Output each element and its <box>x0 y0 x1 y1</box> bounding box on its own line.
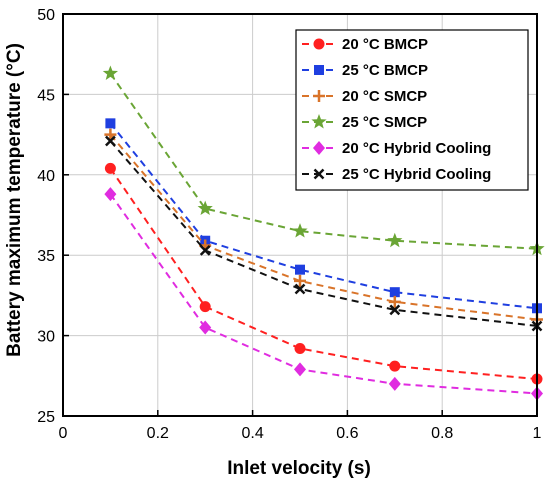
data-point-circle <box>389 360 401 372</box>
y-tick-label: 30 <box>37 329 55 346</box>
legend-marker-circle <box>313 38 325 50</box>
plot-frame <box>62 13 538 417</box>
series-5 <box>104 187 543 401</box>
legend-label: 25 °C Hybrid Cooling <box>342 166 491 183</box>
legend-item: 20 °C SMCP <box>302 88 427 105</box>
data-point-plus <box>294 274 306 287</box>
data-point-x <box>199 244 211 256</box>
series-1 <box>104 162 543 385</box>
data-point-diamond <box>199 320 212 335</box>
data-point-circle <box>199 301 211 313</box>
data-point-star <box>197 200 213 216</box>
series-line <box>109 72 538 250</box>
legend-label: 20 °C BMCP <box>342 36 428 53</box>
data-point-square <box>105 118 116 129</box>
legend-item: 25 °C SMCP <box>302 114 427 131</box>
data-point-diamond <box>104 187 117 202</box>
legend-marker-plus <box>313 90 325 102</box>
y-tick-label: 50 <box>37 7 55 24</box>
legend-marker-x <box>313 168 325 180</box>
data-point-circle <box>104 162 116 174</box>
y-tick-label: 40 <box>37 168 55 185</box>
series-line <box>109 167 538 381</box>
data-point-plus <box>388 295 401 308</box>
x-tick-label: 0.4 <box>241 425 263 442</box>
legend-item: 25 °C Hybrid Cooling <box>302 166 491 183</box>
legend: 20 °C BMCP 25 °C BMCP 20 °C SMCP 25 °C SMCP… <box>295 29 529 191</box>
data-point-diamond <box>294 362 306 377</box>
x-tick-label: 0 <box>59 425 68 442</box>
series-line <box>109 193 538 395</box>
data-point-diamond <box>388 376 401 391</box>
data-point-plus <box>104 128 117 141</box>
series-6 <box>105 135 543 332</box>
x-tick-label: 0.8 <box>431 425 453 442</box>
data-point-square <box>295 264 305 275</box>
data-point-circle <box>294 342 306 354</box>
x-tick-label: 0.2 <box>147 425 169 442</box>
legend-marker-diamond <box>313 141 325 155</box>
legend-marker-square <box>314 65 324 75</box>
data-point-x <box>105 135 116 147</box>
data-point-star <box>292 223 308 238</box>
legend-label: 20 °C SMCP <box>342 88 427 105</box>
legend-box <box>295 29 529 191</box>
ticks: 0 0.2 0.4 0.6 0.8 1 25 30 35 40 45 50 <box>37 7 541 442</box>
legend-label: 25 °C SMCP <box>342 114 427 131</box>
legend-item: 20 °C BMCP <box>302 36 428 53</box>
data-point-star <box>387 232 403 248</box>
data-point-star <box>102 65 119 80</box>
y-axis-title: Battery maximum temperature (°C) <box>4 43 25 357</box>
data-point-x <box>294 283 306 295</box>
x-tick-label: 0.6 <box>336 425 358 442</box>
x-tick-label: 1 <box>533 425 542 442</box>
legend-marker-star <box>311 114 327 129</box>
series-line <box>109 133 538 321</box>
data-point-x <box>389 304 401 316</box>
y-tick-label: 45 <box>37 87 55 104</box>
series-layer <box>102 65 545 401</box>
x-axis-title: Inlet velocity (s) <box>227 458 371 479</box>
y-tick-label: 35 <box>37 248 55 265</box>
legend-label: 25 °C BMCP <box>342 62 428 79</box>
series-line <box>109 122 538 310</box>
legend-label: 20 °C Hybrid Cooling <box>342 140 491 157</box>
data-point-square <box>389 287 400 298</box>
series-line <box>109 140 538 327</box>
legend-item: 25 °C BMCP <box>302 62 428 79</box>
y-tick-label: 25 <box>37 409 55 426</box>
legend-item: 20 °C Hybrid Cooling <box>302 140 491 157</box>
